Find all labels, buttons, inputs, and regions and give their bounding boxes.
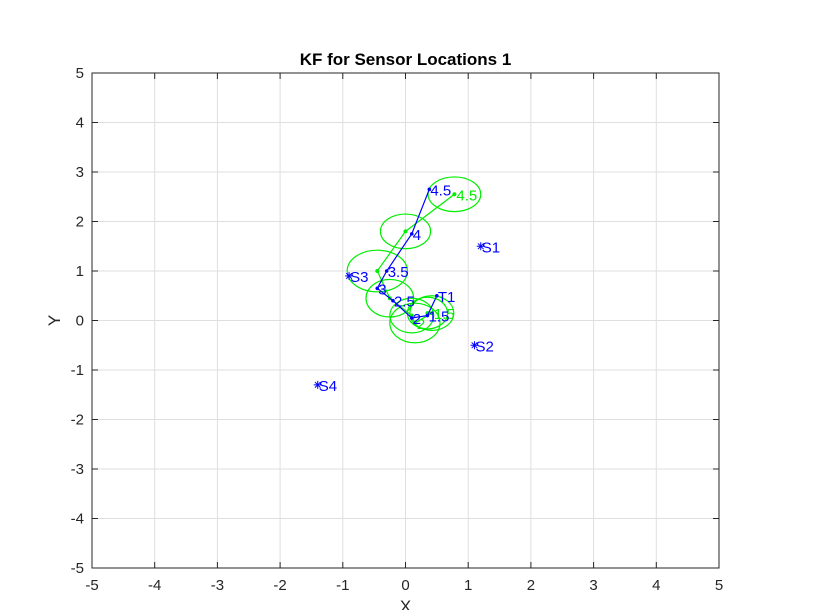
estimate-path-segment — [376, 270, 391, 299]
sensors: S1 S2 S3 S4 — [313, 239, 500, 395]
y-tick-label: 5 — [76, 65, 84, 82]
true-path: T1 1.5 22.5 33.5 4 4.5 — [375, 182, 455, 328]
x-axis-label: X — [400, 597, 411, 610]
axis-ticks: -5 -4 -3 -2 -1 0 1 2 3 4 5 -5 -4 -3 -2 -1 0 1 2 3 4 5 — [71, 65, 724, 594]
estimate-label: 2 — [417, 316, 425, 333]
x-tick-label: 4 — [652, 577, 660, 594]
estimate-ellipse — [365, 278, 415, 318]
x-tick-label: 0 — [401, 577, 409, 594]
y-tick-label: -4 — [71, 511, 84, 528]
x-tick-label: -3 — [211, 577, 224, 594]
x-tick-label: -2 — [273, 577, 286, 594]
true-path-label: 1.5 — [428, 309, 449, 326]
x-tick-label: 3 — [589, 577, 597, 594]
estimate-ellipse — [427, 176, 482, 213]
y-tick-label: -1 — [71, 362, 84, 379]
y-tick-label: -2 — [71, 412, 84, 429]
sensor-label: S2 — [475, 338, 493, 355]
true-path-point — [384, 269, 389, 273]
true-path-label: 2.5 — [394, 294, 415, 311]
estimate-ellipse — [409, 295, 455, 332]
y-tick-label: 3 — [76, 164, 84, 181]
sensor-label: S1 — [482, 239, 500, 256]
y-tick-label: 0 — [76, 313, 84, 330]
estimate-path-segment — [376, 231, 406, 272]
estimate-label: 4.5 — [456, 187, 477, 204]
x-tick-label: 5 — [715, 577, 723, 594]
true-path-label: 4 — [413, 227, 421, 244]
true-path-point — [409, 232, 414, 236]
true-path-point — [427, 187, 432, 192]
grid — [91, 72, 720, 569]
x-tick-label: 1 — [464, 577, 472, 594]
chart-title: KF for Sensor Locations 1 — [300, 50, 512, 69]
true-path-point — [375, 286, 380, 291]
x-tick-label: -4 — [148, 577, 161, 594]
sensor-label: S4 — [319, 378, 337, 395]
estimate-ellipse — [389, 297, 435, 334]
y-tick-label: -5 — [71, 560, 84, 577]
x-tick-label: -1 — [336, 577, 349, 594]
y-tick-label: -3 — [71, 461, 84, 478]
true-path-line — [376, 189, 438, 319]
sensor-marker — [345, 271, 354, 280]
true-path-label: 3 — [378, 281, 386, 298]
sensor-marker-d2 — [345, 272, 353, 280]
estimate-ellipse — [406, 296, 449, 330]
sensor-marker — [476, 242, 485, 251]
estimate-ellipse — [389, 302, 441, 344]
y-tick-label: 4 — [76, 115, 84, 132]
sensor-marker — [313, 380, 322, 389]
true-path-point — [409, 316, 414, 320]
true-path-point — [425, 313, 430, 318]
estimate-path-segment — [405, 193, 455, 232]
x-tick-label: -5 — [85, 577, 98, 594]
y-axis-label: Y — [45, 315, 64, 326]
sensor-label: S3 — [350, 269, 368, 286]
estimate-ellipse — [346, 249, 408, 293]
y-tick-label: 1 — [76, 263, 84, 280]
x-tick-label: 2 — [527, 577, 535, 594]
estimate-ellipse — [379, 213, 432, 250]
true-path-point — [435, 293, 439, 298]
sensor-marker-d2 — [477, 243, 484, 250]
true-path-label: 3.5 — [388, 264, 409, 281]
sensor-marker-d2 — [471, 342, 478, 349]
true-path-point — [391, 298, 395, 303]
true-path-label: 4.5 — [430, 182, 451, 199]
y-tick-label: 2 — [76, 214, 84, 231]
sensor-marker-d2 — [314, 381, 321, 389]
true-path-label: T1 — [438, 289, 456, 306]
sensor-marker — [470, 341, 479, 350]
true-path-label: 2 — [413, 311, 421, 328]
